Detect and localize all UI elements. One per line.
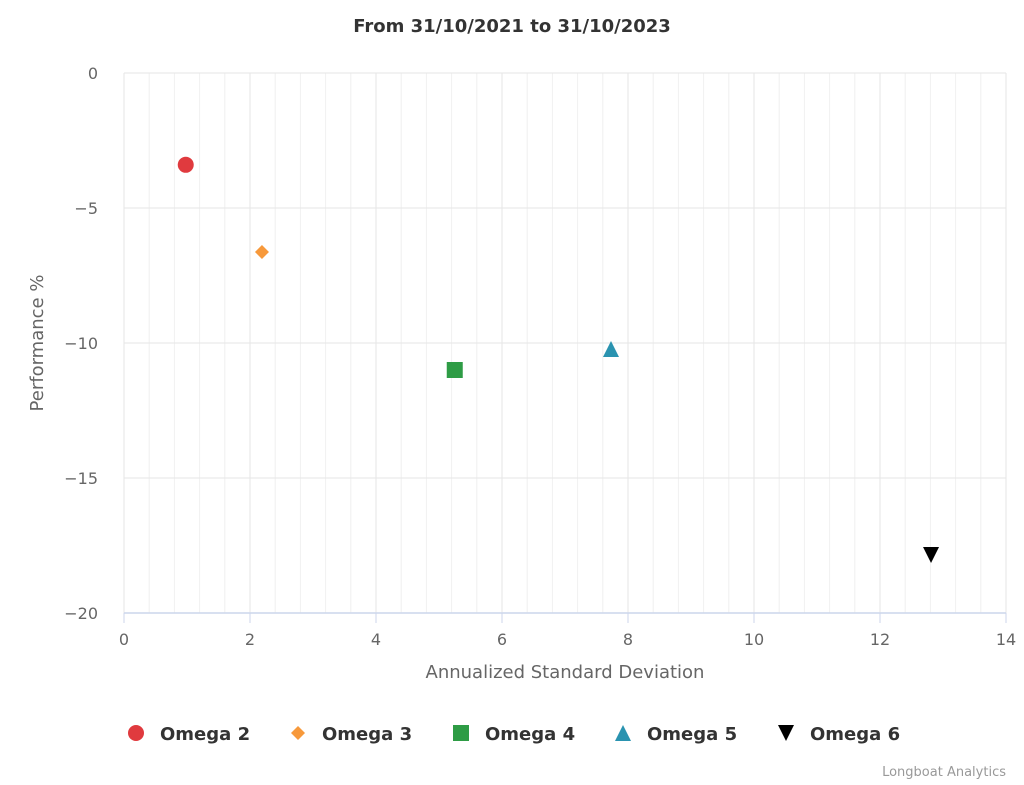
chart-title: From 31/10/2021 to 31/10/2023 <box>353 16 671 37</box>
y-axis-label: Performance % <box>27 275 48 412</box>
legend-label: Omega 5 <box>647 724 737 745</box>
diamond-icon <box>291 726 305 740</box>
triangle-icon <box>615 725 631 741</box>
credit-text[interactable]: Longboat Analytics <box>882 765 1006 780</box>
legend-item[interactable]: Omega 4 <box>453 724 575 745</box>
y-tick-label: 0 <box>88 64 98 83</box>
x-tick-label: 10 <box>744 630 764 649</box>
circle-icon <box>128 725 144 741</box>
data-points <box>177 156 940 563</box>
x-tick-label: 0 <box>119 630 129 649</box>
grid <box>123 72 1007 614</box>
legend-label: Omega 4 <box>485 724 575 745</box>
legend-item[interactable]: Omega 3 <box>291 724 412 745</box>
square-icon <box>453 725 469 741</box>
data-point-omega-6 <box>923 546 940 563</box>
data-point-omega-2 <box>177 156 194 173</box>
data-point-omega-4 <box>446 362 463 378</box>
x-tick-label: 12 <box>870 630 890 649</box>
axes: 0 −5 −10 −15 −20 0 2 4 6 8 10 12 14 <box>64 64 1016 649</box>
legend-label: Omega 2 <box>160 724 250 745</box>
legend-item[interactable]: Omega 2 <box>128 724 250 745</box>
y-tick-label: −20 <box>64 604 98 623</box>
y-tick-label: −10 <box>64 334 98 353</box>
y-tick-label: −5 <box>74 199 98 218</box>
x-axis-label: Annualized Standard Deviation <box>426 662 705 683</box>
triangle-down-icon <box>778 725 794 741</box>
legend-item[interactable]: Omega 5 <box>615 724 737 745</box>
x-tick-label: 14 <box>996 630 1016 649</box>
x-tick-label: 6 <box>497 630 507 649</box>
y-tick-label: −15 <box>64 469 98 488</box>
x-tick-label: 4 <box>371 630 381 649</box>
data-point-omega-3 <box>254 245 269 260</box>
x-tick-label: 2 <box>245 630 255 649</box>
legend: Omega 2 Omega 3 Omega 4 Omega 5 Omega 6 <box>128 724 900 745</box>
legend-label: Omega 6 <box>810 724 900 745</box>
data-point-omega-5 <box>602 340 619 357</box>
legend-label: Omega 3 <box>322 724 412 745</box>
legend-item[interactable]: Omega 6 <box>778 724 900 745</box>
x-tick-label: 8 <box>623 630 633 649</box>
